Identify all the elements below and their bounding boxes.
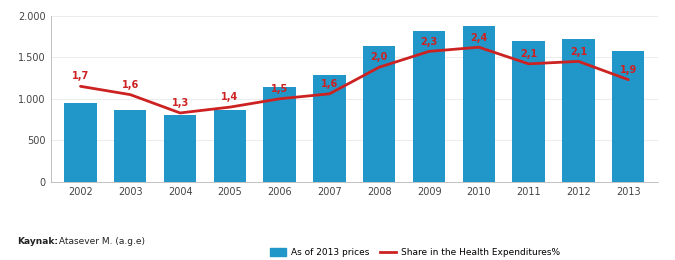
Text: Kaynak:: Kaynak: (17, 237, 58, 246)
Text: 2,0: 2,0 (371, 52, 388, 62)
Text: 2,1: 2,1 (520, 49, 537, 59)
Bar (214, 110, 246, 182)
Text: 1,6: 1,6 (321, 79, 338, 89)
Text: 1,7: 1,7 (72, 71, 89, 81)
Text: 1,4: 1,4 (221, 92, 238, 102)
Bar (263, 87, 296, 182)
Bar (164, 115, 196, 182)
Bar (562, 39, 595, 182)
Bar (512, 41, 545, 182)
Bar (114, 110, 146, 182)
Bar (64, 103, 97, 182)
Text: Atasever M. (a.g.e): Atasever M. (a.g.e) (56, 237, 145, 246)
Text: 2,4: 2,4 (470, 33, 487, 43)
Legend: As of 2013 prices, Share in the Health Expenditures%: As of 2013 prices, Share in the Health E… (267, 244, 564, 260)
Text: 1,3: 1,3 (171, 98, 189, 108)
Text: 1,9: 1,9 (620, 65, 637, 75)
Bar (363, 46, 396, 182)
Text: 2,3: 2,3 (421, 37, 437, 47)
Bar (413, 31, 446, 182)
Bar (612, 51, 645, 182)
Bar (313, 75, 346, 182)
Text: 1,5: 1,5 (271, 84, 288, 94)
Text: 1,6: 1,6 (122, 80, 139, 90)
Text: 2,1: 2,1 (570, 47, 587, 57)
Bar (462, 27, 495, 182)
